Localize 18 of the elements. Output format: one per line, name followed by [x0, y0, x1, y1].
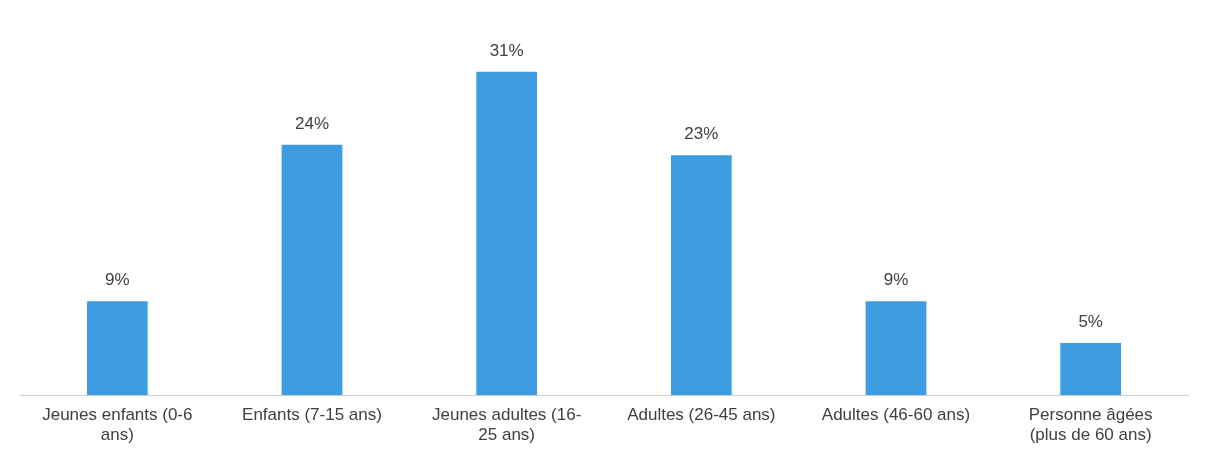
data-label: 9% [883, 270, 909, 290]
x-tick-label: Adultes (26-45 ans) [627, 405, 776, 425]
data-label: 31% [489, 40, 524, 60]
bar [670, 155, 732, 396]
x-tick-label: Adultes (46-60 ans) [821, 405, 971, 425]
x-tick-label: Enfants (7-15 ans) [242, 405, 382, 425]
bar [865, 301, 927, 396]
bar [281, 144, 343, 396]
x-tick-label: Personne âgées (plus de 60 ans) [1028, 405, 1153, 445]
x-tick-label: Jeunes adultes (16-25 ans) [432, 405, 582, 445]
bar [86, 301, 148, 396]
bar [1060, 343, 1122, 396]
data-label: 24% [294, 113, 330, 133]
bar [476, 71, 538, 396]
data-label: 9% [105, 270, 130, 290]
data-label: 23% [684, 124, 719, 144]
data-label: 5% [1078, 312, 1103, 332]
x-tick-label: Jeunes enfants (0-6 ans) [42, 405, 193, 445]
